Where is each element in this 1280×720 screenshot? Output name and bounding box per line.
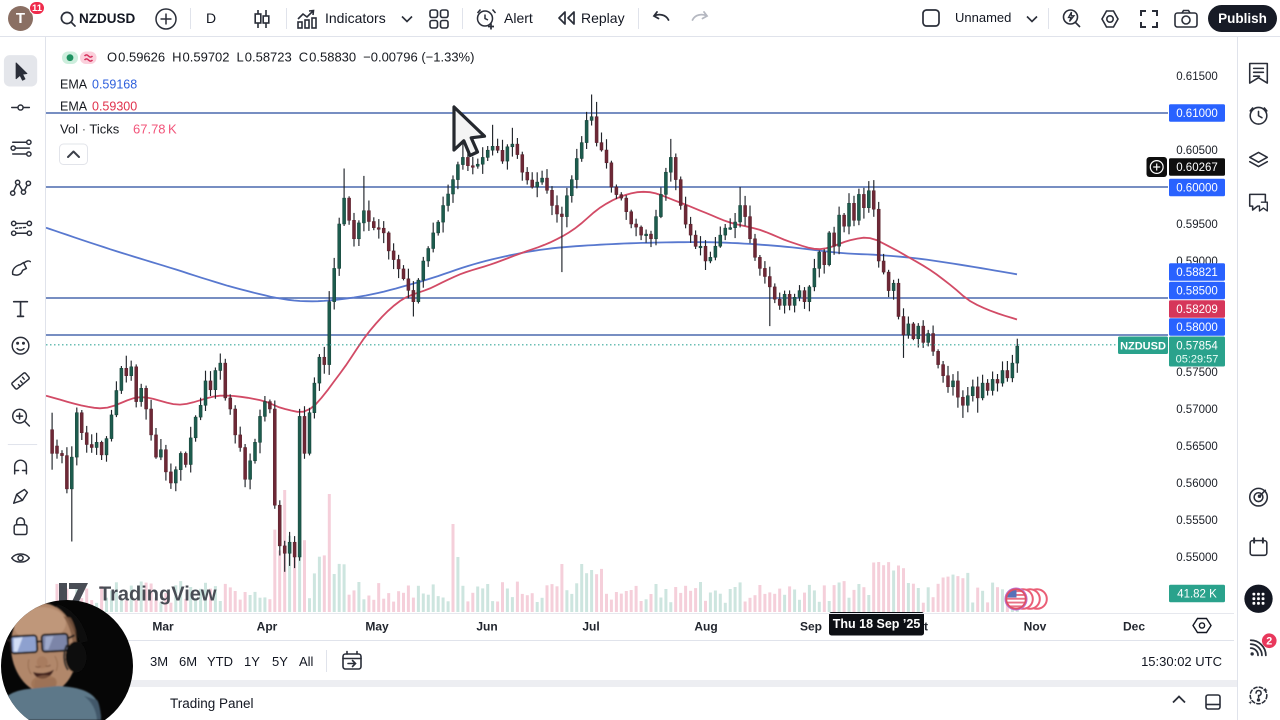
svg-text:0.56000: 0.56000 bbox=[1176, 478, 1218, 490]
svg-text:Dec: Dec bbox=[1123, 620, 1145, 634]
svg-text:0.60000: 0.60000 bbox=[1176, 183, 1218, 195]
svg-text:TradingView: TradingView bbox=[99, 584, 217, 606]
svg-text:Jul: Jul bbox=[582, 620, 599, 634]
svg-text:0.60267: 0.60267 bbox=[1176, 162, 1218, 174]
svg-text:Sep: Sep bbox=[800, 620, 822, 634]
svg-text:EMA: EMA bbox=[60, 78, 88, 92]
svg-text:0.59500: 0.59500 bbox=[1176, 219, 1218, 231]
svg-text:0.58821: 0.58821 bbox=[1176, 267, 1218, 279]
svg-text:Vol · Ticks: Vol · Ticks bbox=[60, 122, 120, 137]
svg-text:Mar: Mar bbox=[152, 620, 174, 634]
svg-text:0.58000: 0.58000 bbox=[1176, 322, 1218, 334]
svg-text:0.57500: 0.57500 bbox=[1176, 367, 1218, 379]
svg-text:0.57854: 0.57854 bbox=[1176, 341, 1218, 353]
svg-text:0.55000: 0.55000 bbox=[1176, 552, 1218, 564]
svg-text:NZDUSD: NZDUSD bbox=[1120, 341, 1166, 353]
svg-text:0.58500: 0.58500 bbox=[1176, 286, 1218, 298]
svg-text:0.60500: 0.60500 bbox=[1176, 145, 1218, 157]
svg-text:0.56500: 0.56500 bbox=[1176, 441, 1218, 453]
svg-text:0.55500: 0.55500 bbox=[1176, 515, 1218, 527]
svg-text:0.61000: 0.61000 bbox=[1176, 108, 1218, 120]
svg-text:2: 2 bbox=[1266, 635, 1272, 647]
svg-text:05:29:57: 05:29:57 bbox=[1176, 354, 1219, 366]
svg-text:Aug: Aug bbox=[694, 620, 717, 634]
svg-text:EMA: EMA bbox=[60, 100, 88, 114]
svg-text:Jun: Jun bbox=[476, 620, 497, 634]
svg-text:41.82 K: 41.82 K bbox=[1177, 589, 1217, 601]
svg-text:0.59168: 0.59168 bbox=[92, 78, 137, 92]
svg-text:Apr: Apr bbox=[257, 620, 278, 634]
svg-text:0.57000: 0.57000 bbox=[1176, 404, 1218, 416]
svg-text:67.78K: 67.78 K bbox=[133, 122, 177, 137]
svg-text:May: May bbox=[365, 620, 389, 634]
svg-text:0.59300: 0.59300 bbox=[92, 100, 137, 114]
svg-text:0.61500: 0.61500 bbox=[1176, 71, 1218, 83]
svg-text:Thu 18 Sep ’25: Thu 18 Sep ’25 bbox=[833, 617, 921, 631]
svg-text:0.58209: 0.58209 bbox=[1176, 304, 1218, 316]
svg-text:Nov: Nov bbox=[1024, 620, 1047, 634]
